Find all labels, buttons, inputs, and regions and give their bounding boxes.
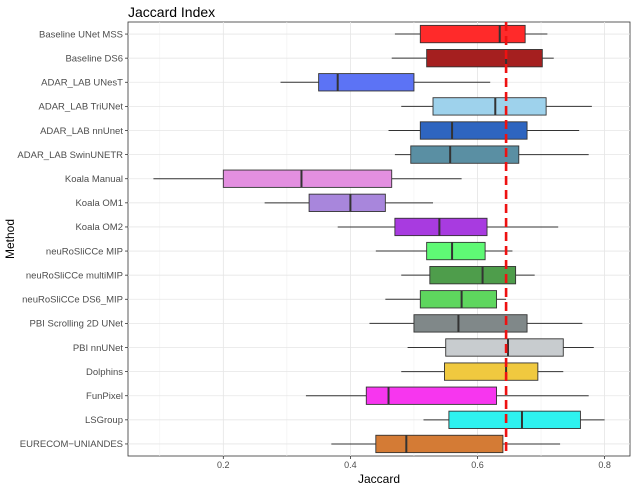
box-group — [407, 338, 594, 357]
y-tick-label: ADAR_LAB UNesT — [41, 78, 123, 89]
box-iqr — [432, 97, 547, 116]
y-tick-label: Koala Manual — [65, 174, 123, 185]
box-group — [394, 24, 548, 44]
box-group — [337, 217, 559, 237]
y-tick-label: EURECOM−UNIANDES — [20, 439, 123, 450]
box-iqr — [445, 338, 564, 357]
y-tick-label: Koala OM1 — [75, 198, 123, 209]
box-group — [401, 266, 535, 285]
box-iqr — [419, 121, 528, 140]
y-axis-title: Method — [3, 219, 17, 259]
box-iqr — [410, 145, 520, 164]
y-tick-label: neuRoSliCCe multiMIP — [26, 270, 123, 281]
box-iqr — [419, 290, 498, 309]
y-tick-label: PBI Scrolling 2D UNet — [30, 319, 124, 330]
box-group — [391, 49, 554, 68]
y-tick-label: ADAR_LAB SwinUNETR — [17, 150, 123, 161]
box-group — [264, 193, 434, 212]
box-iqr — [394, 217, 488, 237]
y-tick-label: Baseline DS6 — [65, 53, 123, 64]
y-tick-label: FunPixel — [86, 391, 123, 402]
box-group — [369, 314, 583, 333]
y-tick-label: LSGroup — [85, 415, 123, 426]
box-iqr — [419, 24, 526, 44]
y-tick-label: Dolphins — [86, 367, 123, 378]
x-axis-title: Jaccard — [358, 472, 400, 486]
y-tick-label: ADAR_LAB TriUNet — [39, 102, 124, 113]
box-iqr — [365, 386, 498, 405]
box-iqr — [429, 266, 517, 285]
box-group — [375, 241, 513, 261]
box-group — [331, 434, 561, 454]
box-iqr — [318, 73, 415, 92]
box-iqr — [308, 193, 386, 212]
y-tick-label: neuRoSliCCe MIP — [46, 246, 123, 257]
y-tick-label: neuRoSliCCe DS6_MIP — [22, 295, 123, 306]
chart-title: Jaccard Index — [128, 4, 215, 20]
box-iqr — [448, 410, 581, 429]
box-iqr — [444, 362, 539, 381]
x-axis-tick-labels: 0.2 0.4 0.6 0.8 — [217, 456, 611, 470]
boxplot-series — [153, 24, 605, 454]
box-group — [394, 145, 589, 164]
y-axis-tick-labels: Baseline UNet MSS Baseline DS6 ADAR_LAB UN… — [17, 29, 128, 450]
plot-panel — [127, 21, 631, 457]
x-tick-label: 0.8 — [598, 460, 611, 470]
y-tick-label: Koala OM2 — [75, 222, 123, 233]
box-iqr — [426, 49, 543, 68]
box-group — [305, 386, 589, 405]
box-iqr — [413, 314, 528, 333]
box-group — [423, 410, 605, 429]
box-group — [153, 169, 462, 188]
y-tick-label: ADAR_LAB nnUnet — [40, 126, 123, 137]
y-tick-label: Baseline UNet MSS — [39, 29, 123, 40]
x-tick-label: 0.4 — [344, 460, 357, 470]
x-tick-label: 0.6 — [471, 460, 484, 470]
x-tick-label: 0.2 — [217, 460, 230, 470]
box-group — [280, 73, 491, 92]
box-group — [401, 97, 592, 116]
y-tick-label: PBI nnUNet — [73, 343, 124, 354]
box-iqr — [375, 434, 504, 454]
box-iqr — [222, 169, 393, 188]
box-group — [388, 121, 580, 140]
box-group — [385, 290, 507, 309]
box-iqr — [426, 241, 486, 261]
